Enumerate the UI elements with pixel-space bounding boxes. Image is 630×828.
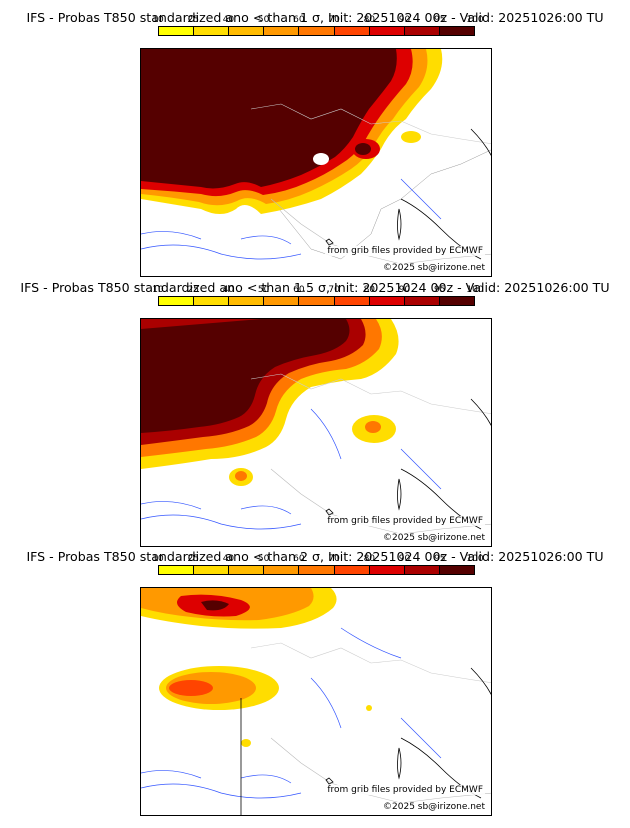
colorbar-tick: 100 [466,15,484,25]
colorbar-segment [229,27,265,35]
colorbar-segment [194,27,230,35]
copyright: ©2025 sb@irizone.net [381,263,487,273]
colorbar-segment [334,297,370,305]
panel-1sigma: IFS - Probas T850 standardized ano < tha… [0,0,630,278]
colorbar-tick: 10 [152,285,164,295]
colorbar-tick: 95 [434,554,446,564]
map-canvas [141,49,491,265]
colorbar-segment [159,27,195,35]
probability-map: from grib files provided by ECMWF ©2025 … [140,48,492,277]
colorbar-tick: 70 [328,15,340,25]
colorbar-segment [369,566,405,574]
data-credit: from grib files provided by ECMWF [325,516,485,526]
colorbar-tick: 60 [293,554,305,564]
colorbar-tick: 25 [187,554,199,564]
colorbar-segment [299,27,335,35]
colorbar-ticks: 10 25 40 50 60 70 80 90 95 100 [152,285,483,297]
colorbar [158,296,475,306]
colorbar-tick: 50 [257,554,270,564]
colorbar-tick: 70 [328,554,340,564]
colorbar-segment [264,297,300,305]
map-canvas [141,588,491,815]
probability-map: from grib files provided by ECMWF ©2025 … [140,587,492,816]
colorbar-tick: 50 [257,15,270,25]
colorbar [158,26,475,36]
colorbar-tick: 10 [152,15,164,25]
panel-2sigma: IFS - Probas T850 standardized ano < tha… [0,539,630,828]
colorbar-tick: 95 [434,285,446,295]
colorbar-segment [404,297,440,305]
colorbar-segment [439,27,474,35]
colorbar-tick: 60 [293,15,305,25]
colorbar-tick: 100 [466,285,484,295]
colorbar-segment [229,566,265,574]
colorbar-tick: 90 [398,15,411,25]
colorbar-segment [159,566,195,574]
colorbar-tick: 40 [222,554,235,564]
colorbar-segment [439,297,474,305]
colorbar-segment [194,297,230,305]
map-title: IFS - Probas T850 standardized ano < tha… [26,10,604,25]
colorbar-segment [264,27,300,35]
colorbar-tick: 40 [222,285,235,295]
colorbar-tick: 95 [434,15,446,25]
colorbar-segment [194,566,230,574]
map-title: IFS - Probas T850 standardized ano < tha… [20,280,610,295]
colorbar-tick: 40 [222,15,235,25]
colorbar-segment [264,566,300,574]
colorbar-tick: 90 [398,285,411,295]
probability-map: from grib files provided by ECMWF ©2025 … [140,318,492,547]
colorbar-tick: 80 [363,554,376,564]
colorbar-segment [334,27,370,35]
colorbar-tick: 80 [363,15,376,25]
colorbar-segment [369,27,405,35]
data-credit: from grib files provided by ECMWF [325,246,485,256]
colorbar-tick: 80 [363,285,376,295]
colorbar-ticks: 10 25 40 50 60 70 80 90 95 100 [152,15,483,27]
map-title: IFS - Probas T850 standardized ano < tha… [26,549,604,564]
colorbar-tick: 25 [187,15,199,25]
colorbar-segment [229,297,265,305]
colorbar-tick: 100 [466,554,484,564]
colorbar-tick: 10 [152,554,164,564]
colorbar-tick: 70 [328,285,340,295]
colorbar-segment [369,297,405,305]
colorbar-ticks: 10 25 40 50 60 70 80 90 95 100 [152,554,483,566]
colorbar-tick: 25 [187,285,199,295]
colorbar [158,565,475,575]
colorbar-segment [159,297,195,305]
colorbar-segment [334,566,370,574]
map-canvas [141,319,491,535]
colorbar-tick: 60 [293,285,305,295]
copyright: ©2025 sb@irizone.net [381,802,487,812]
copyright: ©2025 sb@irizone.net [381,533,487,543]
colorbar-segment [404,566,440,574]
colorbar-segment [299,297,335,305]
colorbar-tick: 90 [398,554,411,564]
panel-1-5sigma: IFS - Probas T850 standardized ano < tha… [0,270,630,548]
colorbar-segment [439,566,474,574]
data-credit: from grib files provided by ECMWF [325,785,485,795]
colorbar-tick: 50 [257,285,270,295]
colorbar-segment [299,566,335,574]
colorbar-segment [404,27,440,35]
